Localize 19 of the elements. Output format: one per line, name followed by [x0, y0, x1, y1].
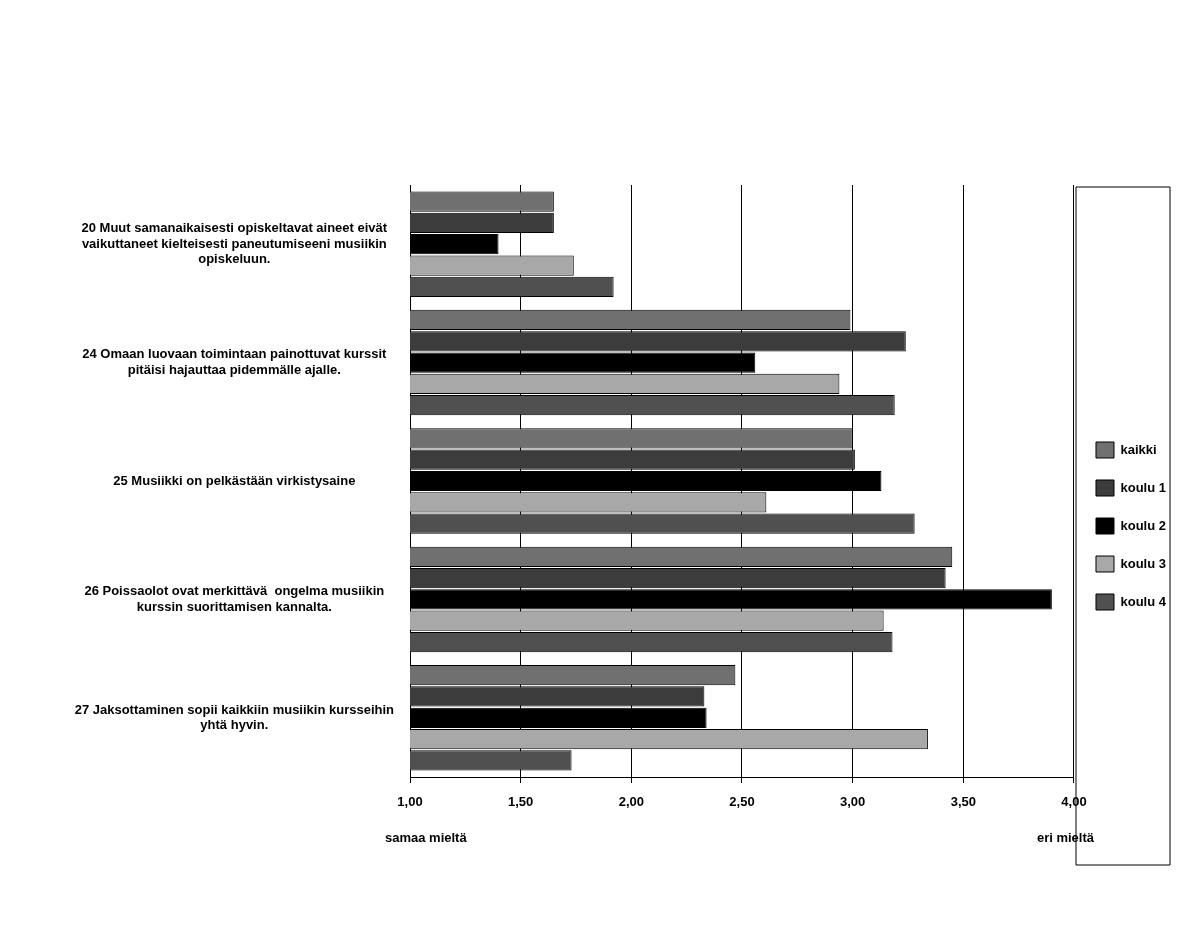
- legend-label: koulu 4: [1120, 593, 1167, 609]
- y-tick-label: 26 Poissaolot ovat merkittävä ongelma musiikin kurssin suorittamisen kannalta.: [84, 583, 385, 614]
- legend-label: koulu 1: [1120, 479, 1167, 495]
- x-tick-label: 2,00: [618, 794, 644, 810]
- legend-label: koulu 2: [1120, 517, 1167, 533]
- legend-label: koulu 3: [1120, 555, 1167, 571]
- x-tick-label: 3,00: [840, 794, 866, 810]
- y-tick-label: 25 Musiikki on pelkästään virkistysaine: [113, 472, 356, 488]
- text: eri mieltä: [1036, 830, 1095, 846]
- y-tick-label: 20 Muut samanaikaisesti opiskeltavat aineet eivät vaikuttaneet kielteisesti paneutumiseeni musiikin opiskeluun.: [81, 220, 388, 267]
- x-tick-label: 1,50: [508, 794, 534, 810]
- x-tick-label: 3,50: [950, 794, 976, 810]
- text: samaa mieltä: [385, 830, 468, 846]
- x-tick-label: 4,00: [1061, 794, 1087, 810]
- x-tick-label: 1,00: [397, 794, 423, 810]
- legend-label: kaikki: [1120, 441, 1157, 457]
- x-tick-label: 2,50: [729, 794, 755, 810]
- y-tick-label: 24 Omaan luovaan toimintaan painottuvat kurssit pitäisi hajauttaa pidemmälle ajalle.: [82, 346, 388, 377]
- y-tick-label: 27 Jaksottaminen sopii kaikkiin musiikin kursseihin yhtä hyvin.: [74, 701, 395, 733]
